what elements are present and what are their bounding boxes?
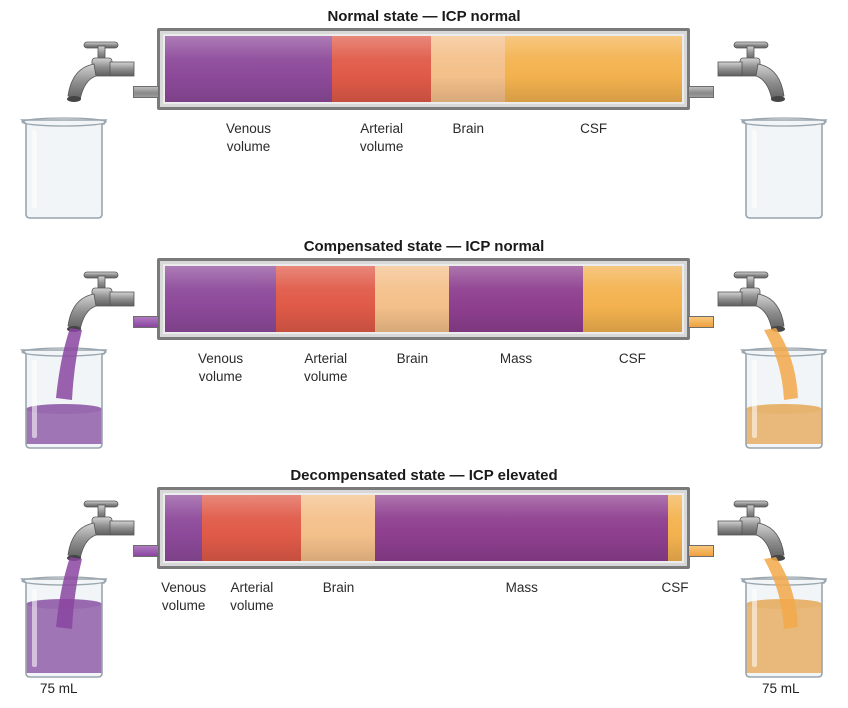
- segment-csf: [668, 495, 682, 561]
- label-venous: Venous volume: [198, 351, 244, 384]
- segment-mass: [375, 495, 668, 561]
- segment-arterial: [276, 266, 376, 332]
- label-brain: Brain: [452, 121, 484, 136]
- right-outlet-pipe: [688, 316, 714, 328]
- segment-venous: [165, 266, 277, 332]
- left-fluid-stream: [56, 328, 82, 400]
- left-beaker: [20, 576, 108, 678]
- left-faucet-icon: [67, 41, 135, 102]
- segment-arterial: [202, 495, 302, 561]
- segment-brain: [431, 36, 506, 102]
- skull-tube: [157, 28, 690, 110]
- label-csf: CSF: [618, 351, 646, 366]
- skull-tube: [157, 487, 690, 569]
- panel-normal: Normal state — ICP normal Venous volume A…: [0, 0, 848, 236]
- panel-title: Compensated state — ICP normal: [303, 238, 545, 255]
- segment-arterial: [331, 36, 432, 102]
- right-outlet-pipe: [688, 86, 714, 98]
- right-volume-label: 75 mL: [762, 681, 800, 696]
- right-beaker: [740, 117, 828, 219]
- segment-labels: Venous volume Arterial volume Brain Mass CSF: [0, 350, 848, 390]
- label-venous: Venous volume: [161, 580, 207, 613]
- right-faucet-icon: [717, 41, 785, 102]
- left-outlet-pipe: [133, 545, 159, 557]
- segment-csf: [505, 36, 682, 102]
- skull-tube: [157, 258, 690, 340]
- label-arterial: Arterial volume: [304, 351, 348, 384]
- tube-contents: [165, 495, 682, 561]
- left-beaker: [20, 117, 108, 219]
- label-csf: CSF: [580, 121, 608, 136]
- label-csf: CSF: [661, 580, 689, 595]
- label-mass: Mass: [499, 351, 533, 366]
- tube-contents: [165, 266, 683, 332]
- segment-labels: Venous volume Arterial volume Brain CSF: [0, 120, 848, 160]
- label-brain: Brain: [396, 351, 429, 366]
- label-brain: Brain: [322, 580, 355, 595]
- label-mass: Mass: [505, 580, 538, 595]
- label-venous: Venous volume: [225, 121, 272, 154]
- left-outlet-pipe: [133, 316, 159, 328]
- right-fluid-stream: [764, 328, 798, 400]
- tube-contents: [165, 36, 682, 102]
- panel-title: Normal state — ICP normal: [327, 8, 521, 25]
- right-faucet-icon: [717, 271, 785, 332]
- label-arterial: Arterial volume: [230, 580, 274, 613]
- panel-title: Decompensated state — ICP elevated: [290, 467, 558, 484]
- segment-venous: [165, 495, 203, 561]
- left-fluid-stream: [56, 557, 82, 629]
- right-outlet-pipe: [688, 545, 714, 557]
- segment-brain: [301, 495, 376, 561]
- segment-mass: [449, 266, 584, 332]
- segment-venous: [165, 36, 332, 102]
- segment-brain: [375, 266, 450, 332]
- panel-decompensated: Decompensated state — ICP elevated Venou…: [0, 459, 848, 696]
- panel-compensated: Compensated state — ICP normal Venous vo…: [0, 230, 848, 466]
- left-outlet-pipe: [133, 86, 159, 98]
- right-fluid-stream: [764, 557, 798, 629]
- left-faucet-icon: [67, 271, 135, 332]
- right-faucet-icon: [717, 500, 785, 561]
- segment-csf: [582, 266, 683, 332]
- left-volume-label: 75 mL: [40, 681, 78, 696]
- label-arterial: Arterial volume: [359, 121, 404, 154]
- segment-labels: Venous volume Arterial volume Brain Mass CSF: [0, 579, 848, 619]
- left-beaker: [20, 347, 108, 449]
